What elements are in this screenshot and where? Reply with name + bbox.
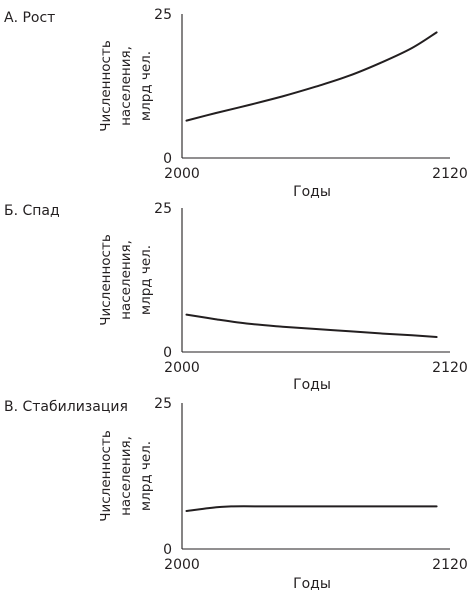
x-tick-label-end: 2120 [432,557,468,573]
x-tick-label-start: 2000 [164,166,200,182]
series-line-1 [185,505,438,512]
y-tick-label-top: 25 [154,396,172,412]
y-axis-title-line: населения, [118,240,134,320]
y-axis-title-line: Численность [98,430,114,522]
y-axis-title-line: Численность [98,40,114,132]
y-axis-title: Численность населения, млрд чел. [98,430,154,522]
y-tick-label-bottom: 0 [163,345,172,361]
x-tick-label-end: 2120 [432,166,468,182]
y-axis-title-line: Численность [98,234,114,326]
series-line-1 [185,313,438,338]
y-tick-label-bottom: 0 [163,542,172,558]
series-line-1 [185,31,438,122]
x-tick-label-start: 2000 [164,360,200,376]
y-axis-title-line: населения, [118,46,134,126]
y-axis-title-line: млрд чел. [138,51,154,121]
x-axis-title: Годы [293,576,331,592]
y-axis-title: Численность населения, млрд чел. [98,234,154,326]
x-axis-title: Годы [293,377,331,393]
y-tick-label-bottom: 0 [163,151,172,167]
y-axis-title-line: млрд чел. [138,245,154,315]
y-axis-title-line: населения, [118,436,134,516]
y-axis-title-line: млрд чел. [138,441,154,511]
panel-title: В. Стабилизация [4,399,128,415]
y-tick-label-top: 25 [154,7,172,23]
y-axis-title: Численность населения, млрд чел. [98,40,154,132]
x-axis-title: Годы [293,184,331,200]
x-tick-label-start: 2000 [164,557,200,573]
panel-title: А. Рост [4,10,55,26]
y-tick-label-top: 25 [154,201,172,217]
panel-title: Б. Спад [4,203,60,219]
x-tick-label-end: 2120 [432,360,468,376]
